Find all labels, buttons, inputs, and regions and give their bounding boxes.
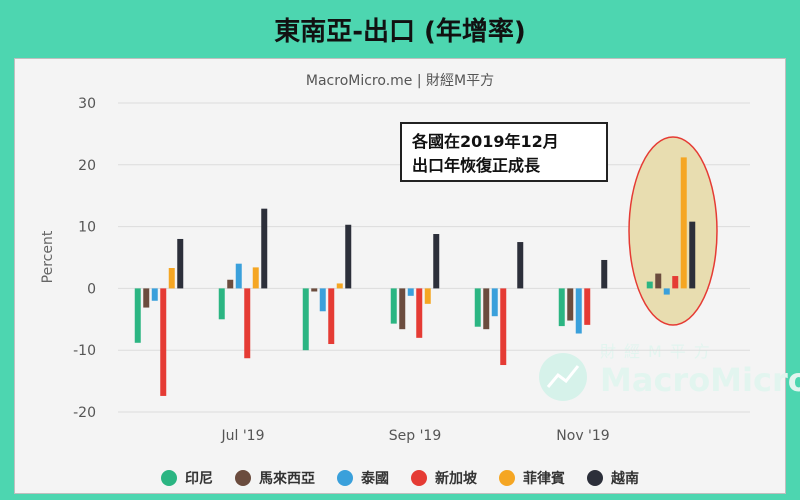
watermark-icon-line <box>546 365 580 388</box>
title-bar: 東南亞-出口 (年增率) <box>0 0 800 58</box>
bar <box>328 288 335 345</box>
bar <box>483 288 490 330</box>
bar <box>474 288 481 327</box>
bar <box>584 288 591 325</box>
bar <box>160 288 167 396</box>
bar <box>491 288 498 317</box>
bar <box>134 288 141 343</box>
bar <box>575 288 582 334</box>
legend-label: 越南 <box>611 471 639 487</box>
annotation-box: 各國在2019年12月 出口年恢復正成長 <box>400 122 608 182</box>
legend-swatch <box>235 470 251 486</box>
bar <box>500 288 507 366</box>
bar <box>433 234 440 289</box>
y-axis-title: Percent <box>40 230 56 283</box>
bar <box>407 288 414 296</box>
bar <box>680 157 687 289</box>
annotation-line-1: 各國在2019年12月 <box>412 132 559 151</box>
bar <box>261 208 268 289</box>
watermark-brand: MacroMicro <box>600 361 800 399</box>
y-tick-label: 10 <box>78 220 96 236</box>
legend-label: 馬來西亞 <box>259 471 315 487</box>
legend-label: 新加坡 <box>435 471 477 487</box>
bar <box>151 288 158 301</box>
bar <box>218 288 225 320</box>
bar <box>424 288 431 304</box>
y-tick-label: -20 <box>73 405 96 421</box>
bar <box>663 288 670 295</box>
bar <box>302 288 309 351</box>
legend-item[interactable]: 越南 <box>587 468 639 488</box>
bar <box>252 267 259 289</box>
y-tick-label: 20 <box>78 158 96 174</box>
bar <box>689 221 696 289</box>
watermark-cn: 財經M平方 <box>600 342 718 361</box>
bar <box>390 288 397 324</box>
bar <box>319 288 326 312</box>
bar <box>672 276 679 289</box>
legend-swatch <box>337 470 353 486</box>
legend-item[interactable]: 泰國 <box>337 468 389 488</box>
bar <box>399 288 406 330</box>
legend-label: 菲律賓 <box>523 471 565 487</box>
bar <box>336 283 343 289</box>
x-tick-label: Sep '19 <box>389 428 442 444</box>
y-tick-label: 30 <box>78 96 96 112</box>
bar <box>244 288 251 359</box>
y-tick-label: 0 <box>87 281 96 297</box>
page-title: 東南亞-出口 (年增率) <box>274 16 526 47</box>
bar <box>416 288 423 338</box>
legend-item[interactable]: 印尼 <box>161 468 213 488</box>
legend-label: 印尼 <box>185 471 213 487</box>
highlight-ellipse <box>628 136 718 326</box>
legend-label: 泰國 <box>361 471 389 487</box>
bar <box>646 281 653 289</box>
bar <box>177 238 184 289</box>
x-tick-label: Nov '19 <box>556 428 609 444</box>
legend-item[interactable]: 新加坡 <box>411 468 477 488</box>
bar <box>345 224 352 289</box>
legend: 印尼 馬來西亞 泰國 新加坡 菲律賓 越南 <box>0 466 800 490</box>
bar <box>168 268 175 289</box>
bar <box>655 273 662 289</box>
annotation-line-2: 出口年恢復正成長 <box>412 156 541 175</box>
bar <box>558 288 565 327</box>
bar <box>517 242 524 289</box>
x-tick-label: Jul '19 <box>220 428 264 444</box>
bar <box>235 263 242 289</box>
legend-swatch <box>499 470 515 486</box>
bar <box>601 259 608 289</box>
legend-swatch <box>411 470 427 486</box>
legend-swatch <box>587 470 603 486</box>
chart-source: MacroMicro.me | 財經M平方 <box>305 73 495 89</box>
legend-item[interactable]: 菲律賓 <box>499 468 565 488</box>
y-tick-label: -10 <box>73 343 96 359</box>
bar <box>311 288 318 292</box>
bar <box>567 288 574 321</box>
legend-swatch <box>161 470 177 486</box>
legend-item[interactable]: 馬來西亞 <box>235 468 315 488</box>
bar <box>143 288 150 308</box>
bar <box>227 279 234 289</box>
